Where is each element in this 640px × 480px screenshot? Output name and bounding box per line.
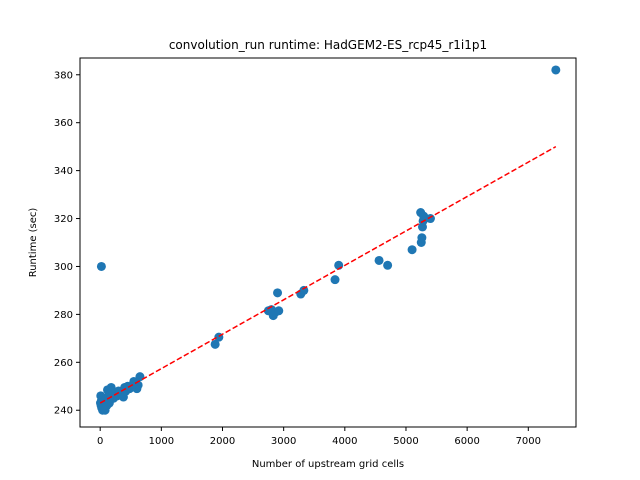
data-point (210, 339, 220, 349)
chart-title: convolution_run runtime: HadGEM2-ES_rcp4… (169, 38, 487, 52)
fit-line (99, 146, 557, 404)
y-tick-label: 340 (54, 166, 73, 177)
x-tick-label: 2000 (210, 436, 235, 447)
y-axis-label: Runtime (sec) (28, 208, 39, 278)
x-axis: 0 1000 2000 3000 4000 5000 6000 7000 (97, 427, 541, 447)
x-tick-label: 5000 (393, 436, 418, 447)
y-tick-label: 280 (54, 310, 73, 321)
y-tick-label: 320 (54, 214, 73, 225)
x-axis-label: Number of upstream grid cells (252, 459, 404, 470)
y-tick-label: 240 (54, 406, 73, 417)
data-point (374, 255, 384, 265)
data-point (299, 285, 309, 295)
data-point (274, 306, 284, 316)
data-point (407, 245, 417, 255)
data-point (273, 288, 283, 298)
data-point (417, 233, 427, 243)
data-point (330, 275, 340, 285)
data-point (425, 214, 435, 224)
x-tick-label: 6000 (454, 436, 479, 447)
axes-frame (79, 57, 577, 428)
x-tick-label: 7000 (516, 436, 541, 447)
plot-area (95, 65, 561, 415)
y-tick-label: 360 (54, 118, 73, 129)
data-point (551, 65, 561, 75)
y-axis: 240 260 280 300 320 340 360 380 (54, 70, 80, 417)
x-tick-label: 1000 (149, 436, 174, 447)
x-tick-label: 3000 (271, 436, 296, 447)
data-point (135, 372, 145, 382)
data-point (96, 261, 106, 271)
y-tick-label: 260 (54, 358, 73, 369)
y-tick-label: 300 (54, 262, 73, 273)
data-point (383, 260, 393, 270)
y-tick-label: 380 (54, 70, 73, 81)
x-tick-label: 0 (97, 436, 103, 447)
x-tick-label: 4000 (332, 436, 357, 447)
